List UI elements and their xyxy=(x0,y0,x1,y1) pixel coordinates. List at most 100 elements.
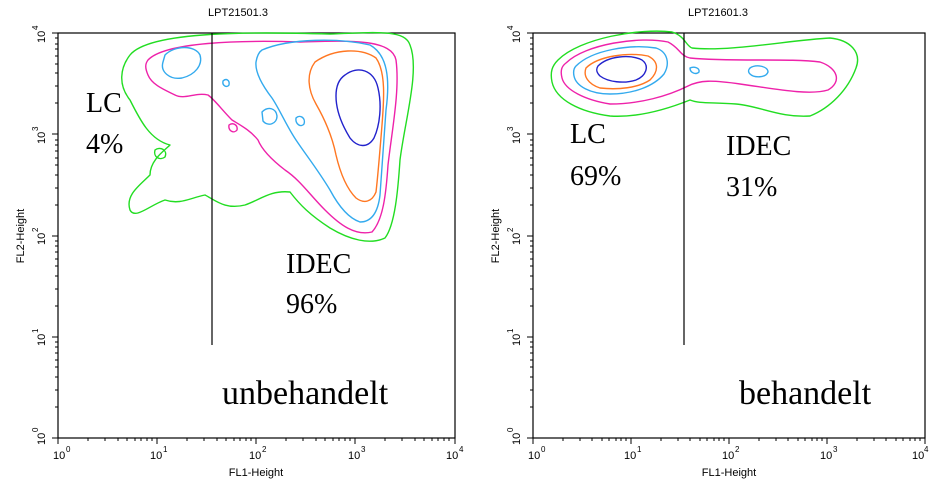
gate-percent-idec: 96% xyxy=(286,289,337,320)
contour-level-3 xyxy=(255,39,389,223)
svg-text:3: 3 xyxy=(833,445,838,454)
y-tick-label: 102 xyxy=(506,227,523,245)
condition-label: unbehandelt xyxy=(222,375,389,412)
density-contours xyxy=(550,30,859,117)
svg-text:1: 1 xyxy=(31,328,40,333)
x-axis-ticks xyxy=(532,438,926,444)
y-tick-label: 101 xyxy=(506,328,523,346)
svg-text:4: 4 xyxy=(924,445,929,454)
gate-name-lc: LC xyxy=(570,119,606,150)
contour-blob xyxy=(222,78,230,88)
x-tick-label: 100 xyxy=(528,445,546,462)
y-tick-label: 103 xyxy=(506,126,523,144)
x-axis-label: FL1-Height xyxy=(702,467,756,479)
x-tick-label: 104 xyxy=(446,445,464,462)
y-tick-label: 103 xyxy=(31,126,48,144)
contour-level-4 xyxy=(584,53,658,90)
contour-level-2 xyxy=(145,40,398,234)
svg-text:10: 10 xyxy=(36,233,48,245)
y-axis-label: FL2-Height xyxy=(15,209,27,263)
svg-text:10: 10 xyxy=(36,132,48,144)
svg-text:1: 1 xyxy=(506,328,515,333)
x-tick-label: 101 xyxy=(150,445,168,462)
svg-text:2: 2 xyxy=(735,445,740,454)
svg-text:10: 10 xyxy=(511,132,523,144)
condition-label: behandelt xyxy=(739,375,872,412)
contour-level-3 xyxy=(572,46,668,95)
x-tick-label: 101 xyxy=(624,445,642,462)
svg-text:10: 10 xyxy=(511,233,523,245)
svg-text:2: 2 xyxy=(31,227,40,232)
contour-blob xyxy=(261,107,278,125)
y-tick-label: 100 xyxy=(31,427,48,445)
svg-text:2: 2 xyxy=(262,445,267,454)
x-tick-label: 104 xyxy=(912,445,929,462)
contour-level-1 xyxy=(121,31,415,242)
svg-text:4: 4 xyxy=(506,25,515,30)
svg-text:2: 2 xyxy=(506,227,515,232)
contour-level-1 xyxy=(550,30,859,117)
svg-text:10: 10 xyxy=(249,450,261,462)
svg-text:10: 10 xyxy=(624,450,636,462)
svg-text:10: 10 xyxy=(912,450,924,462)
contour-blob xyxy=(689,66,700,75)
svg-text:10: 10 xyxy=(511,433,523,445)
y-tick-label: 100 xyxy=(506,427,523,445)
y-axis-ticks xyxy=(527,32,533,439)
svg-text:3: 3 xyxy=(31,126,40,131)
y-axis-label: FL2-Height xyxy=(490,209,502,263)
contour-blob xyxy=(228,123,238,133)
svg-text:10: 10 xyxy=(511,334,523,346)
panel-untreated: LPT21501.3 100 101 102 103 104 FL1-Heigh… xyxy=(15,7,464,479)
x-tick-label: 102 xyxy=(722,445,740,462)
panel-title: LPT21501.3 xyxy=(208,7,268,19)
gate-percent-lc: 69% xyxy=(570,161,621,192)
gate-percent-idec: 31% xyxy=(726,172,777,203)
svg-text:3: 3 xyxy=(506,126,515,131)
svg-text:10: 10 xyxy=(820,450,832,462)
contour-level-2 xyxy=(560,39,838,105)
gate-name-lc: LC xyxy=(86,88,122,119)
contour-level-4 xyxy=(308,50,385,203)
y-tick-label: 104 xyxy=(31,25,48,43)
svg-text:0: 0 xyxy=(506,427,515,432)
svg-text:0: 0 xyxy=(541,445,546,454)
svg-text:1: 1 xyxy=(637,445,642,454)
contour-blob xyxy=(161,46,202,79)
svg-text:10: 10 xyxy=(36,433,48,445)
svg-text:10: 10 xyxy=(53,450,65,462)
svg-text:10: 10 xyxy=(722,450,734,462)
svg-text:3: 3 xyxy=(361,445,366,454)
x-tick-label: 100 xyxy=(53,445,71,462)
svg-text:10: 10 xyxy=(348,450,360,462)
svg-text:10: 10 xyxy=(36,334,48,346)
contour-blob xyxy=(153,147,167,160)
x-axis-ticks xyxy=(57,438,456,444)
contour-blob xyxy=(295,115,306,127)
svg-text:10: 10 xyxy=(446,450,458,462)
panel-title: LPT21601.3 xyxy=(688,7,748,19)
svg-text:10: 10 xyxy=(150,450,162,462)
x-tick-label: 103 xyxy=(348,445,366,462)
svg-text:4: 4 xyxy=(459,445,464,454)
contour-level-5 xyxy=(335,69,381,147)
contour-level-5 xyxy=(595,55,647,83)
gate-percent-lc: 4% xyxy=(86,129,123,160)
x-tick-label: 103 xyxy=(820,445,838,462)
gate-name-idec: IDEC xyxy=(726,131,791,162)
density-contours xyxy=(121,31,415,242)
gate-name-idec: IDEC xyxy=(286,249,351,280)
svg-text:1: 1 xyxy=(163,445,168,454)
contour-blob xyxy=(747,65,769,78)
panel-treated: LPT21601.3 100 101 102 103 104 FL1-Heigh… xyxy=(490,7,929,479)
x-axis-label: FL1-Height xyxy=(229,467,283,479)
y-tick-label: 102 xyxy=(31,227,48,245)
svg-text:0: 0 xyxy=(31,427,40,432)
svg-text:10: 10 xyxy=(36,31,48,43)
svg-text:0: 0 xyxy=(66,445,71,454)
svg-text:10: 10 xyxy=(528,450,540,462)
x-tick-label: 102 xyxy=(249,445,267,462)
svg-text:4: 4 xyxy=(31,25,40,30)
y-tick-label: 104 xyxy=(506,25,523,43)
